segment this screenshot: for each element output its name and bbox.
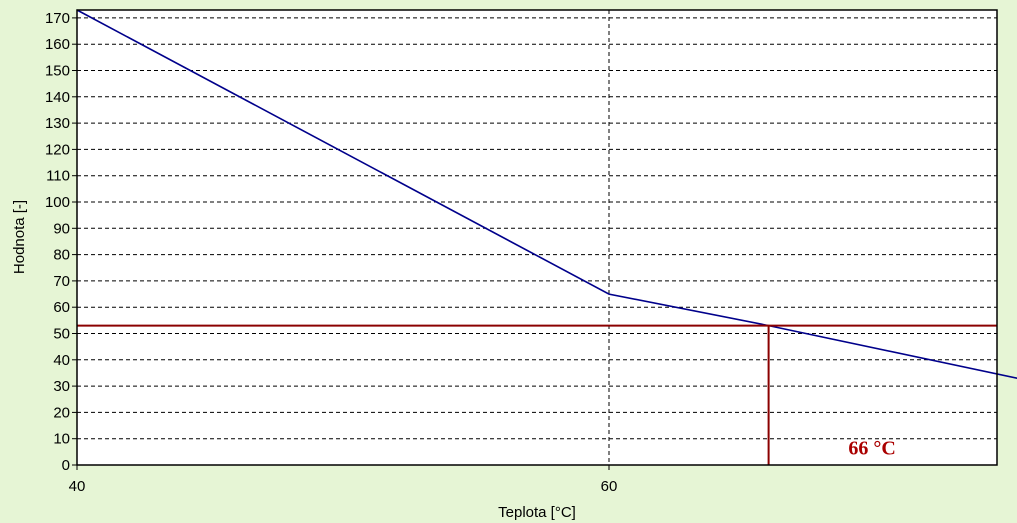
x-axis-title: Teplota [°C] bbox=[498, 504, 576, 521]
y-tick-label: 30 bbox=[53, 378, 70, 395]
y-tick-label: 20 bbox=[53, 404, 70, 421]
plot-frame bbox=[76, 9, 998, 466]
y-tick-label: 60 bbox=[53, 299, 70, 316]
y-tick-label: 170 bbox=[45, 10, 70, 27]
series-line bbox=[76, 9, 1017, 380]
y-tick-label: 80 bbox=[53, 247, 70, 264]
y-tick-label: 160 bbox=[45, 36, 70, 53]
x-axis-ticks: 4060801001201401601802002202402602803003… bbox=[69, 465, 618, 495]
grid-lines bbox=[77, 10, 997, 465]
y-tick-label: 50 bbox=[53, 326, 70, 343]
y-tick-label: 150 bbox=[45, 63, 70, 80]
y-tick-label: 40 bbox=[53, 352, 70, 369]
y-tick-label: 100 bbox=[45, 194, 70, 211]
annotation-group: 66 °C bbox=[77, 324, 997, 465]
x-tick-label: 60 bbox=[601, 478, 618, 495]
y-tick-label: 110 bbox=[46, 168, 70, 185]
y-tick-label: 0 bbox=[62, 457, 70, 474]
y-tick-label: 10 bbox=[53, 431, 70, 448]
threshold-annotation-label: 66 °C bbox=[848, 437, 895, 459]
plot-area bbox=[77, 10, 997, 465]
y-tick-label: 90 bbox=[53, 220, 70, 237]
y-axis-ticks: 0 10 20 30 40 50 60 70 80 90 100 110 120 130 140 150 160… bbox=[45, 10, 77, 474]
y-tick-label: 70 bbox=[53, 273, 70, 290]
y-tick-label: 120 bbox=[45, 141, 70, 158]
y-axis-title: Hodnota [-] bbox=[11, 200, 28, 274]
y-tick-label: 140 bbox=[45, 89, 70, 106]
series-group bbox=[76, 9, 1017, 380]
x-tick-label: 40 bbox=[69, 478, 86, 495]
y-tick-label: 130 bbox=[45, 115, 70, 132]
